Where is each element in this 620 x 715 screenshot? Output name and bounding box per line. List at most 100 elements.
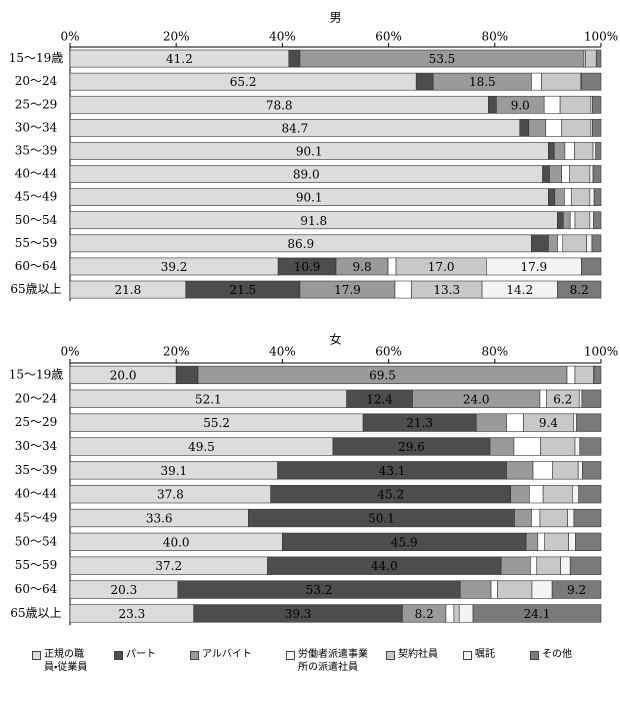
bar-segment: [553, 142, 566, 160]
data-label: 69.5: [369, 368, 396, 382]
data-label: 45.2: [377, 488, 404, 502]
legend-item: 契約社員: [386, 648, 458, 661]
legend-label: 労働者派遣事業所の派遣社員: [298, 649, 368, 673]
y-tick-label: 55〜59: [15, 558, 58, 572]
bar-segment: [585, 49, 597, 68]
bar-segment: [459, 580, 492, 599]
legend-item: 正規の職員・従業員: [32, 648, 88, 674]
data-label: 9.0: [511, 98, 530, 112]
y-tick-label: 15〜19歳: [9, 51, 64, 65]
legend: 正規の職員・従業員 パート アルバイト 労働者派遣事業所の派遣社員 契約社員 嘱託 その他: [0, 648, 620, 708]
x-tick-label: 80%: [481, 345, 508, 359]
bar-segment: [490, 580, 498, 599]
data-label: 29.6: [398, 440, 425, 454]
bar-segment: [453, 604, 460, 623]
bar-segment: [557, 280, 602, 299]
data-label: 43.1: [379, 464, 406, 478]
bar-segment: [531, 508, 541, 528]
y-tick-label: 25〜29: [15, 415, 58, 429]
bar-segment: [539, 389, 547, 408]
data-label: 37.2: [155, 559, 182, 573]
x-tick-label: 100%: [584, 30, 618, 44]
y-tick-label: 55〜59: [15, 236, 58, 250]
bar-segment: [557, 211, 564, 230]
bar-segment: [445, 604, 455, 623]
bar-segment: [543, 95, 561, 114]
chart-title: 男: [329, 11, 341, 25]
bar-segment: [561, 119, 592, 137]
data-label: 20.0: [110, 368, 137, 382]
bar-segment: [561, 165, 570, 183]
bar-segment: [589, 211, 594, 230]
bar-segment: [582, 461, 602, 480]
bar-segment: [581, 389, 602, 408]
legend-swatch: [530, 651, 539, 660]
bar-segment: [595, 142, 602, 160]
legend-item: 労働者派遣事業所の派遣社員: [286, 648, 368, 674]
bar-segment: [552, 461, 579, 480]
x-tick-label: 20%: [163, 345, 190, 359]
data-label: 55.2: [203, 416, 230, 430]
y-tick-label: 35〜39: [15, 463, 58, 477]
x-tick-label: 20%: [163, 30, 190, 44]
legend-swatch: [286, 651, 295, 660]
bar-segment: [593, 188, 602, 206]
bar-segment: [593, 211, 602, 230]
bar-segment: [519, 119, 530, 137]
legend-swatch: [386, 651, 395, 660]
x-tick-label: 0%: [60, 345, 79, 359]
x-tick-label: 60%: [375, 345, 402, 359]
bar-segment: [573, 508, 602, 528]
bar-segment: [539, 508, 568, 528]
data-label: 6.2: [553, 392, 572, 406]
bar-segment: [569, 556, 602, 575]
data-label: 12.4: [366, 392, 393, 406]
bar-segment: [562, 234, 587, 253]
data-label: 39.2: [161, 260, 188, 274]
y-tick-label: 25〜29: [15, 97, 58, 111]
bar-segment: [472, 604, 602, 623]
data-label: 17.9: [334, 283, 361, 297]
bar-segment: [542, 165, 550, 183]
bar-segment: [560, 556, 571, 575]
data-label: 84.7: [282, 121, 309, 135]
bar-segment: [489, 437, 515, 456]
bar-segment: [540, 437, 576, 456]
data-label: 33.6: [146, 512, 173, 526]
bar-segment: [595, 49, 602, 68]
bar-segment: [542, 485, 573, 504]
bar-segment: [545, 119, 563, 137]
bar-segment: [510, 485, 530, 504]
data-label: 8.2: [570, 283, 589, 297]
data-label: 10.9: [294, 260, 321, 274]
y-tick-label: 35〜39: [15, 143, 58, 157]
data-label: 53.5: [429, 52, 456, 66]
bar-segment: [288, 49, 301, 68]
bar-segment: [578, 389, 583, 408]
bar-segment: [549, 165, 563, 183]
bar-segment: [394, 280, 412, 299]
bar-segment: [570, 188, 591, 206]
bar-segment: [574, 365, 594, 385]
data-label: 44.0: [371, 559, 398, 573]
y-tick-label: 30〜34: [15, 120, 58, 134]
bar-segment: [544, 532, 569, 551]
data-label: 9.2: [567, 583, 586, 597]
data-label: 9.8: [353, 260, 372, 274]
bar-segment: [488, 95, 497, 114]
legend-label: 契約社員: [398, 649, 438, 660]
bar-segment: [458, 604, 474, 623]
bar-segment: [497, 580, 533, 599]
legend-item: 嘱託: [463, 648, 525, 661]
data-label: 21.8: [115, 283, 142, 297]
legend-label: パート: [126, 649, 156, 660]
bar-segment: [531, 72, 542, 91]
data-label: 9.4: [539, 416, 558, 430]
bar-segment: [562, 211, 571, 230]
legend-label: アルバイト: [202, 649, 252, 660]
bar-segment: [529, 485, 544, 504]
data-label: 49.5: [188, 440, 215, 454]
bar-segment: [513, 437, 541, 456]
data-label: 91.8: [300, 214, 327, 228]
bar-segment: [572, 485, 579, 504]
